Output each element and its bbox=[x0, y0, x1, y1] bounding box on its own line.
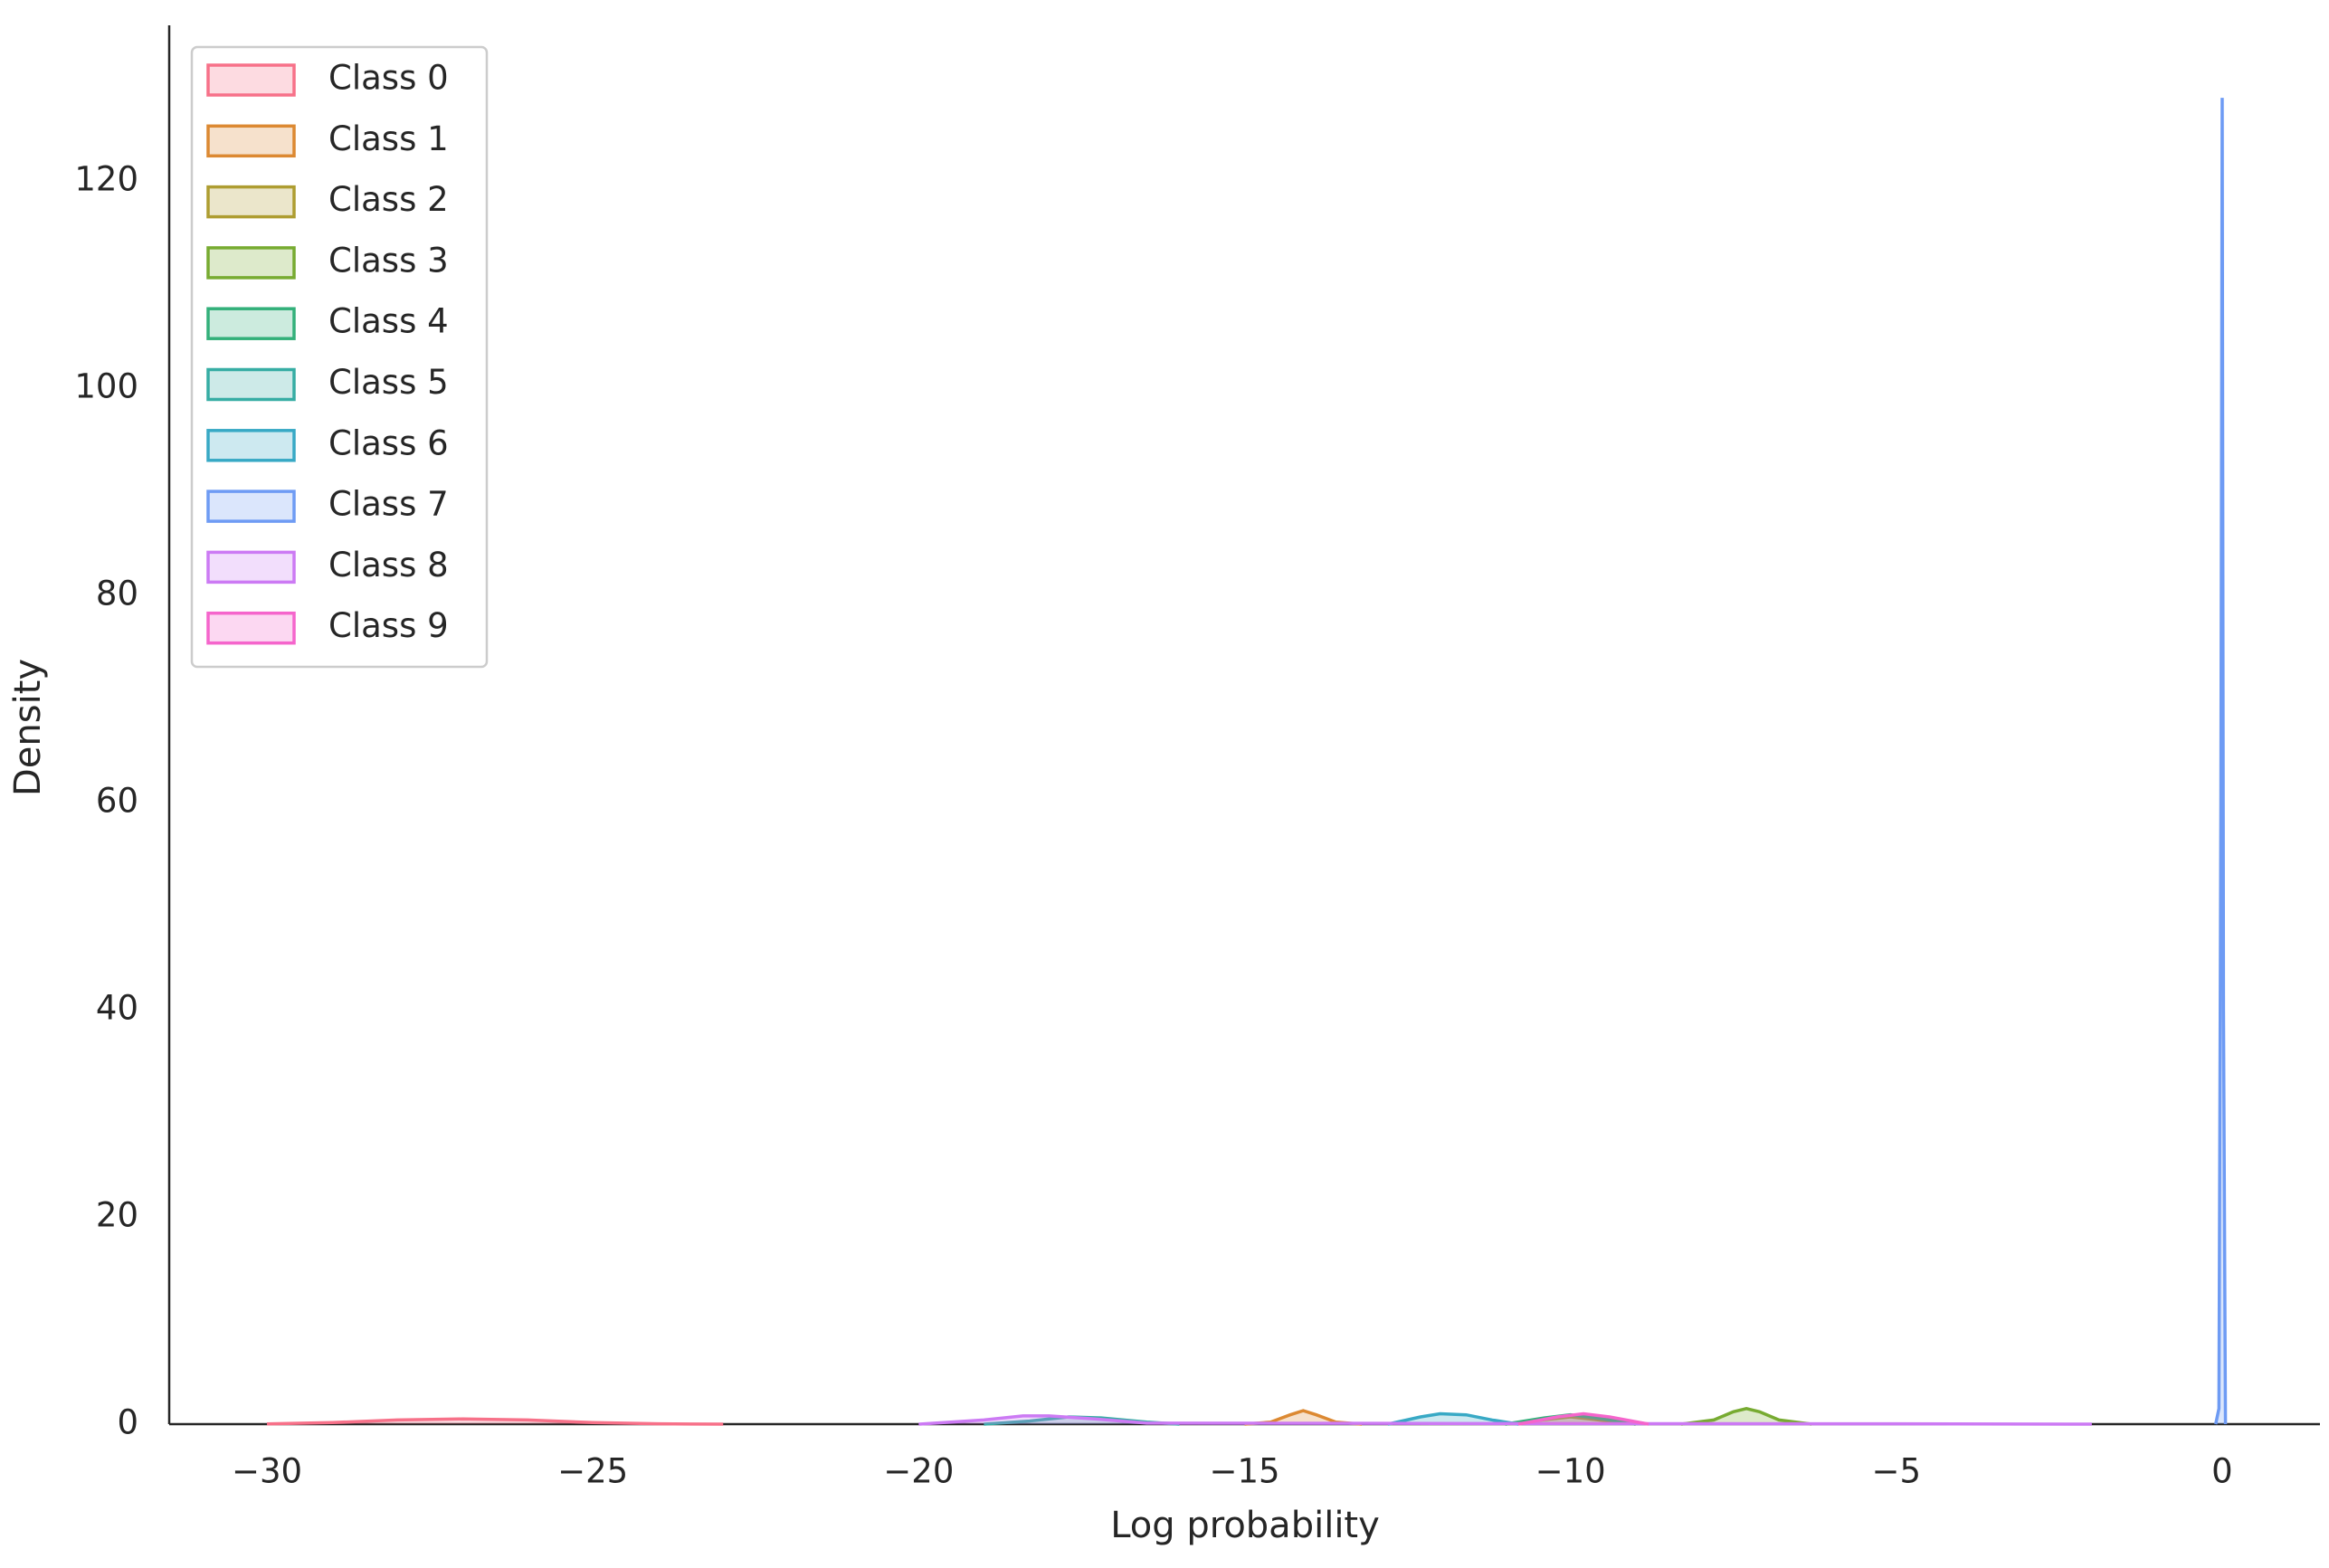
density-curve bbox=[2214, 98, 2228, 1425]
density-fill bbox=[267, 1419, 724, 1424]
x-tick-label: −15 bbox=[1209, 1452, 1279, 1491]
legend-swatch bbox=[206, 489, 296, 523]
density-curve bbox=[1517, 1411, 1649, 1426]
legend-swatch bbox=[206, 611, 296, 645]
legend: Class 0 Class 1 Class 2 Class 3 Class 4 Class… bbox=[190, 45, 489, 669]
legend-label: Class 4 bbox=[328, 302, 449, 341]
x-axis-label: Log probability bbox=[1110, 1505, 1380, 1546]
y-tick-label: 80 bbox=[96, 574, 138, 613]
legend-label: Class 2 bbox=[328, 180, 449, 219]
legend-swatch bbox=[206, 246, 296, 280]
x-tick-label: 0 bbox=[2211, 1452, 2233, 1491]
y-tick-label: 0 bbox=[117, 1403, 138, 1442]
density-fill bbox=[1244, 1411, 1363, 1424]
legend-swatch bbox=[206, 367, 296, 402]
density-curve bbox=[918, 1414, 2092, 1426]
y-tick-label: 20 bbox=[96, 1195, 138, 1234]
x-tick-label: −20 bbox=[883, 1452, 954, 1491]
legend-swatch bbox=[206, 185, 296, 219]
density-curve bbox=[1387, 1411, 1519, 1426]
density-fill bbox=[1518, 1413, 1649, 1424]
legend-label: Class 9 bbox=[328, 606, 449, 645]
legend-label: Class 7 bbox=[328, 485, 449, 524]
y-axis-label: Density bbox=[7, 659, 49, 796]
legend-swatch bbox=[206, 307, 296, 340]
y-tick-label: 40 bbox=[96, 988, 138, 1027]
y-tick-label: 120 bbox=[74, 159, 138, 198]
density-curve bbox=[267, 1417, 724, 1426]
legend-label: Class 0 bbox=[328, 59, 449, 98]
x-tick-label: −10 bbox=[1535, 1452, 1606, 1491]
density-curve bbox=[1680, 1407, 1812, 1426]
x-tick-label: −5 bbox=[1872, 1452, 1922, 1491]
y-tick-label: 60 bbox=[96, 781, 138, 820]
legend-swatch bbox=[206, 124, 296, 158]
legend-label: Class 8 bbox=[328, 546, 449, 584]
legend-swatch bbox=[206, 550, 296, 584]
x-tick-label: −30 bbox=[232, 1452, 302, 1491]
legend-frame bbox=[190, 45, 489, 669]
legend-label: Class 6 bbox=[328, 423, 449, 462]
legend-swatch bbox=[206, 429, 296, 462]
legend-swatch bbox=[206, 63, 296, 97]
legend-label: Class 5 bbox=[328, 363, 449, 402]
legend-label: Class 1 bbox=[328, 119, 449, 158]
legend-label: Class 3 bbox=[328, 241, 449, 280]
density-fill bbox=[1387, 1413, 1519, 1424]
y-tick-label: 100 bbox=[74, 366, 138, 405]
x-tick-label: −25 bbox=[557, 1452, 628, 1491]
